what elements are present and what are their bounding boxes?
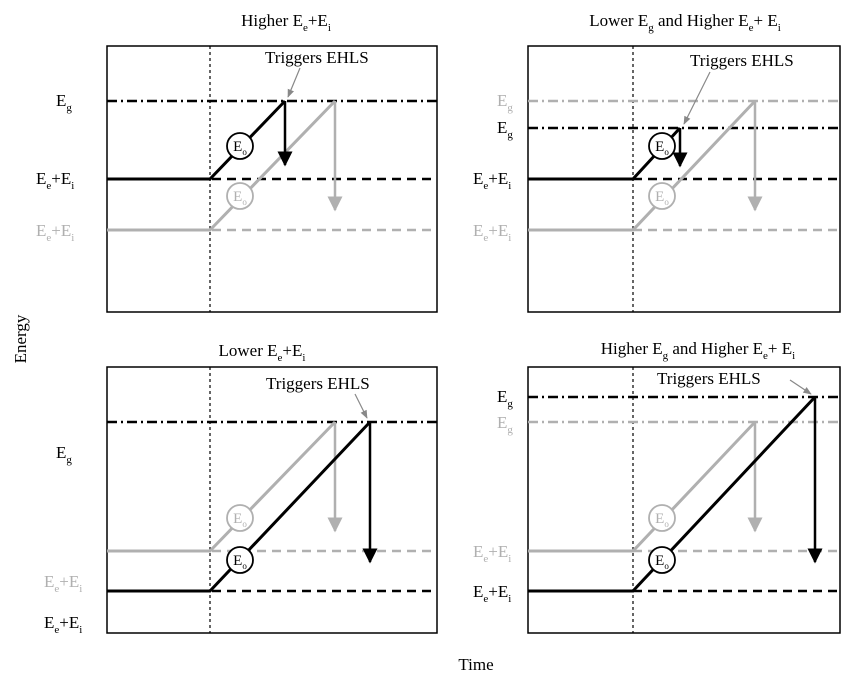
eo-gray-text: Eo bbox=[655, 189, 669, 207]
eei-black-label: Ee+Ei bbox=[473, 169, 511, 192]
panel-higher-eg-higher-ee-ei: Triggers EHLS bbox=[527, 366, 841, 634]
eo-gray-circle bbox=[648, 504, 676, 532]
eo-gray-circle bbox=[226, 182, 254, 210]
panel-frame bbox=[527, 366, 841, 634]
eei-gray-label: Ee+Ei bbox=[36, 221, 74, 244]
y-axis-label: Energy bbox=[11, 314, 30, 363]
eo-black-circle bbox=[226, 132, 254, 160]
ehls-annotation: Triggers EHLS bbox=[266, 374, 370, 393]
eo-gray-trace bbox=[107, 99, 337, 232]
panel-title: Lower Ee+Ei bbox=[219, 341, 306, 364]
eo-black-text: Eo bbox=[655, 553, 669, 571]
eo-black-trace bbox=[107, 420, 372, 593]
eei-gray-label: Ee+Ei bbox=[473, 221, 511, 244]
ehls-pointer bbox=[287, 67, 301, 98]
eo-gray-trace bbox=[107, 420, 337, 553]
eei-black-label: Ee+Ei bbox=[473, 582, 511, 605]
ehls-annotation: Triggers EHLS bbox=[690, 51, 794, 70]
rich-labels: Higher Ee+Ei Eg Ee+Ei Ee+Ei Eo Eo Lower … bbox=[36, 11, 795, 636]
eo-black-circle bbox=[648, 546, 676, 574]
eg-black-label: Eg bbox=[56, 91, 72, 114]
eo-black-circle bbox=[226, 546, 254, 574]
eo-gray-text: Eo bbox=[655, 511, 669, 529]
eo-gray-circle bbox=[226, 504, 254, 532]
eo-gray-trace bbox=[528, 99, 757, 232]
eg-black-label: Eg bbox=[497, 387, 513, 410]
panel-title: Lower Eg and Higher Ee+ Ei bbox=[589, 11, 781, 34]
panel-frame bbox=[106, 366, 438, 634]
eo-gray-text: Eo bbox=[233, 511, 247, 529]
eei-black-label: Ee+Ei bbox=[44, 613, 82, 636]
eg-gray-label: Eg bbox=[497, 413, 513, 436]
panel-lower-eg-higher-ee-ei: Triggers EHLS bbox=[527, 45, 841, 313]
eg-gray-label: Eg bbox=[497, 91, 513, 114]
x-axis-label: Time bbox=[458, 655, 493, 674]
eg-black-label: Eg bbox=[497, 118, 513, 141]
eo-gray-text: Eo bbox=[233, 189, 247, 207]
panel-title: Higher Eg and Higher Ee+ Ei bbox=[601, 339, 795, 362]
ehls-pointer bbox=[683, 71, 711, 125]
ehls-annotation: Triggers EHLS bbox=[657, 369, 761, 388]
eei-gray-label: Ee+Ei bbox=[473, 542, 511, 565]
eg-black-label: Eg bbox=[56, 443, 72, 466]
ehls-pointer bbox=[789, 379, 812, 395]
ehls-pointer bbox=[354, 393, 368, 419]
eo-gray-circle bbox=[648, 182, 676, 210]
panel-higher-ee-ei: Triggers EHLS bbox=[106, 45, 438, 313]
panel-title: Higher Ee+Ei bbox=[241, 11, 331, 34]
eo-black-trace bbox=[107, 99, 287, 181]
eo-black-trace bbox=[528, 395, 817, 593]
eei-black-label: Ee+Ei bbox=[36, 169, 74, 192]
panel-lower-ee-ei: Triggers EHLS bbox=[106, 366, 438, 634]
eo-gray-trace bbox=[528, 420, 757, 553]
eo-black-text: Eo bbox=[233, 553, 247, 571]
eo-black-circle bbox=[648, 132, 676, 160]
eei-gray-label: Ee+Ei bbox=[44, 572, 82, 595]
eo-black-text: Eo bbox=[655, 139, 669, 157]
eo-black-text: Eo bbox=[233, 139, 247, 157]
ehls-annotation: Triggers EHLS bbox=[265, 48, 369, 67]
